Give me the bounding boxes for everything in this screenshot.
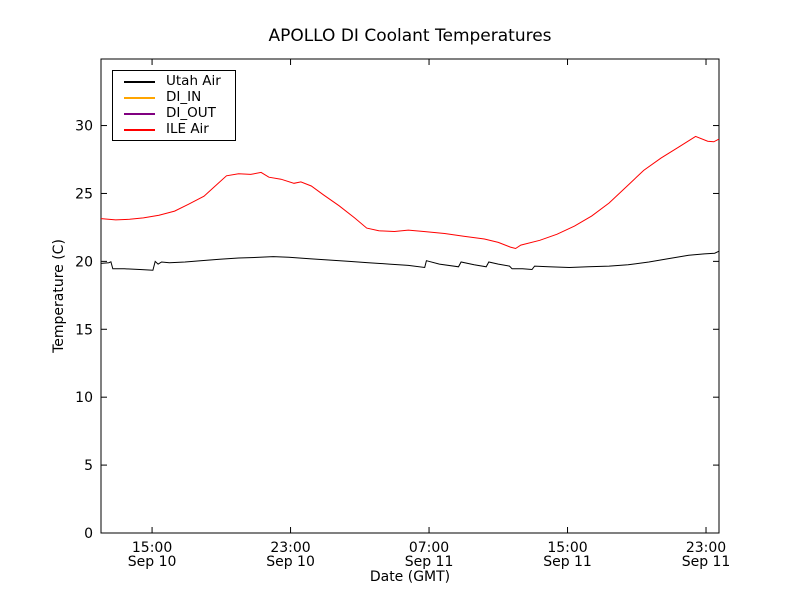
y-axis-label: Temperature (C): [51, 239, 67, 353]
x-tick-label-time: 07:00: [409, 540, 449, 556]
legend-line-swatch: [124, 80, 155, 83]
y-tick-label: 15: [75, 322, 93, 338]
plot-border: [100, 58, 720, 534]
legend-entry-utah-air: Utah Air: [113, 74, 235, 89]
y-tick-label: 30: [75, 119, 93, 135]
y-tick-label: 5: [84, 458, 93, 474]
series-line-ile-air: [100, 135, 720, 250]
x-tick-label-time: 23:00: [270, 540, 310, 556]
legend-label: DI_IN: [166, 89, 202, 105]
y-tick-label: 25: [75, 186, 93, 202]
legend-label: DI_OUT: [166, 105, 216, 121]
legend-entry-di-in: DI_IN: [113, 90, 235, 105]
legend: Utah Air DI_IN DI_OUT ILE Air: [112, 70, 236, 141]
legend-label: Utah Air: [166, 73, 221, 89]
x-tick-label-time: 23:00: [686, 540, 726, 556]
legend-entry-di-out: DI_OUT: [113, 106, 235, 121]
legend-line-swatch: [124, 128, 155, 131]
x-tick-label-date: Sep 11: [543, 554, 592, 570]
x-tick-label-date: Sep 11: [682, 554, 731, 570]
legend-label: ILE Air: [166, 121, 209, 137]
x-tick-label-time: 15:00: [132, 540, 172, 556]
y-tick-label: 20: [75, 254, 93, 270]
y-tick-label: 10: [75, 390, 93, 406]
y-tick-label: 0: [84, 526, 93, 542]
x-tick-label-date: Sep 10: [128, 554, 177, 570]
series-line-utah-air: [100, 250, 720, 271]
chart-title: APOLLO DI Coolant Temperatures: [268, 26, 552, 46]
legend-entry-ile-air: ILE Air: [113, 122, 235, 137]
x-tick-label-date: Sep 10: [266, 554, 315, 570]
legend-line-swatch: [124, 112, 155, 115]
legend-line-swatch: [124, 96, 155, 99]
x-tick-label-time: 15:00: [547, 540, 587, 556]
x-axis-label: Date (GMT): [369, 569, 451, 585]
x-tick-label-date: Sep 11: [405, 554, 454, 570]
